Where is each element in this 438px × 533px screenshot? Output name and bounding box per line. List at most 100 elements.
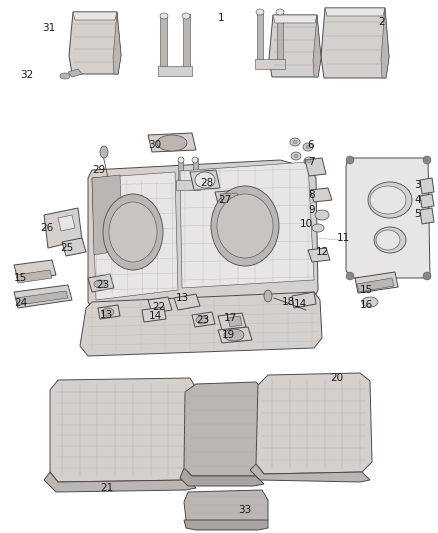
Text: 23: 23 xyxy=(96,280,109,290)
Text: 33: 33 xyxy=(238,505,251,515)
Ellipse shape xyxy=(374,227,406,253)
Ellipse shape xyxy=(376,230,400,250)
Polygon shape xyxy=(292,292,316,308)
Text: 20: 20 xyxy=(330,373,343,383)
Text: 15: 15 xyxy=(14,273,27,283)
Text: 8: 8 xyxy=(308,190,314,200)
Polygon shape xyxy=(44,472,196,492)
Polygon shape xyxy=(69,12,121,74)
Text: 7: 7 xyxy=(308,157,314,167)
Text: 30: 30 xyxy=(148,140,161,150)
Ellipse shape xyxy=(293,141,297,143)
Ellipse shape xyxy=(304,157,314,165)
Ellipse shape xyxy=(423,156,431,164)
Text: 22: 22 xyxy=(152,302,165,312)
Text: 24: 24 xyxy=(14,298,27,308)
Polygon shape xyxy=(215,190,244,207)
Ellipse shape xyxy=(346,272,354,280)
Ellipse shape xyxy=(157,135,187,151)
Polygon shape xyxy=(50,378,198,482)
Text: 27: 27 xyxy=(218,195,231,205)
Polygon shape xyxy=(62,238,86,256)
Ellipse shape xyxy=(182,13,190,19)
Text: 26: 26 xyxy=(40,223,53,233)
Text: 21: 21 xyxy=(100,483,113,493)
Text: 13: 13 xyxy=(176,293,189,303)
Polygon shape xyxy=(68,69,82,77)
Text: 25: 25 xyxy=(60,243,73,253)
Text: 17: 17 xyxy=(224,313,237,323)
Polygon shape xyxy=(357,278,394,292)
Text: 9: 9 xyxy=(308,205,314,215)
Ellipse shape xyxy=(217,194,273,258)
Ellipse shape xyxy=(192,157,198,163)
Polygon shape xyxy=(148,297,172,313)
Polygon shape xyxy=(218,313,246,330)
Polygon shape xyxy=(113,12,121,74)
Text: 23: 23 xyxy=(196,315,209,325)
Text: 12: 12 xyxy=(316,247,329,257)
Text: 5: 5 xyxy=(414,209,420,219)
Polygon shape xyxy=(148,133,196,152)
Polygon shape xyxy=(73,12,117,20)
Polygon shape xyxy=(142,307,166,322)
Ellipse shape xyxy=(264,290,272,302)
Text: 14: 14 xyxy=(149,311,162,321)
Polygon shape xyxy=(160,14,167,72)
Ellipse shape xyxy=(346,156,354,164)
Ellipse shape xyxy=(370,186,406,214)
Polygon shape xyxy=(14,285,72,308)
Polygon shape xyxy=(420,178,434,194)
Polygon shape xyxy=(178,158,183,186)
Ellipse shape xyxy=(291,152,301,160)
Polygon shape xyxy=(220,193,240,203)
Polygon shape xyxy=(58,215,75,231)
Polygon shape xyxy=(80,292,322,356)
Polygon shape xyxy=(180,468,264,486)
Ellipse shape xyxy=(103,194,163,270)
Text: 3: 3 xyxy=(414,180,420,190)
Polygon shape xyxy=(14,260,56,280)
Polygon shape xyxy=(184,490,268,528)
Polygon shape xyxy=(176,180,200,190)
Ellipse shape xyxy=(109,202,157,262)
Polygon shape xyxy=(184,382,264,476)
Polygon shape xyxy=(381,8,389,78)
Polygon shape xyxy=(420,208,434,224)
Polygon shape xyxy=(273,15,317,23)
Text: 13: 13 xyxy=(100,310,113,320)
Polygon shape xyxy=(193,158,198,186)
Ellipse shape xyxy=(196,316,208,324)
Text: 6: 6 xyxy=(307,140,314,150)
Text: 14: 14 xyxy=(294,299,307,309)
Text: 4: 4 xyxy=(414,195,420,205)
Ellipse shape xyxy=(195,172,215,188)
Polygon shape xyxy=(269,15,321,77)
Polygon shape xyxy=(88,274,114,292)
Polygon shape xyxy=(218,327,252,343)
Text: 2: 2 xyxy=(378,17,385,27)
Polygon shape xyxy=(277,10,283,65)
Polygon shape xyxy=(257,10,263,65)
Polygon shape xyxy=(325,8,385,16)
Text: 11: 11 xyxy=(337,233,350,243)
Text: 16: 16 xyxy=(360,300,373,310)
Ellipse shape xyxy=(315,210,329,220)
Polygon shape xyxy=(256,373,372,474)
Ellipse shape xyxy=(60,73,70,79)
Ellipse shape xyxy=(312,224,324,232)
Ellipse shape xyxy=(102,308,114,316)
Ellipse shape xyxy=(100,146,108,158)
Text: 15: 15 xyxy=(360,285,373,295)
Polygon shape xyxy=(158,66,192,76)
Text: 19: 19 xyxy=(222,330,235,340)
Ellipse shape xyxy=(303,143,313,151)
Ellipse shape xyxy=(276,9,284,15)
Text: 28: 28 xyxy=(200,178,213,188)
Polygon shape xyxy=(310,188,332,202)
Ellipse shape xyxy=(423,272,431,280)
Polygon shape xyxy=(192,312,215,327)
Text: 18: 18 xyxy=(282,297,295,307)
Ellipse shape xyxy=(256,9,264,15)
Ellipse shape xyxy=(294,155,298,157)
